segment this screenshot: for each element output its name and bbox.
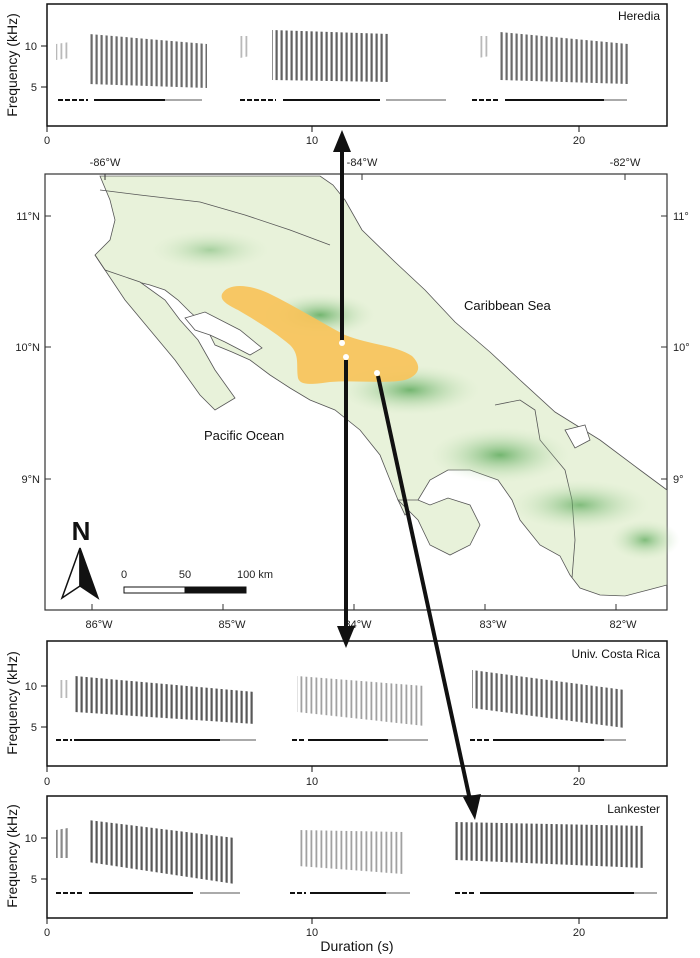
x-tick-label: 0 (44, 135, 50, 147)
osa-peninsula (398, 498, 480, 555)
y-tick-label: 5 (31, 82, 37, 94)
costa-rica-map: -86°W -84°W -82°W (15, 157, 689, 631)
arrow-to-heredia (333, 130, 351, 340)
spectrogram-panel-ucr: Univ. Costa Rica Frequency (kHz) 10 5 0 … (4, 640, 668, 788)
svg-text:N: N (72, 516, 91, 546)
lat-label: 10° (673, 342, 690, 354)
svg-text:100 km: 100 km (237, 569, 273, 581)
species-range (222, 286, 419, 384)
y-tick-label: 5 (31, 722, 37, 734)
lat-label: 9°N (22, 474, 41, 486)
lagoon (565, 425, 590, 448)
spectrogram-trace (58, 670, 625, 728)
x-axis-label: Duration (s) (320, 938, 393, 954)
y-tick-label: 10 (25, 833, 37, 845)
lon-label: -82°W (610, 157, 641, 169)
lon-label: 82°W (609, 619, 637, 631)
pacific-ocean-label: Pacific Ocean (204, 428, 284, 443)
nicaragua-border (100, 190, 330, 245)
x-tick-label: 10 (306, 776, 318, 788)
spectrogram-panel-heredia: Heredia Frequency (kHz) 10 5 0 10 (4, 3, 668, 147)
caribbean-sea-label: Caribbean Sea (464, 298, 551, 313)
lon-label: 83°W (479, 619, 507, 631)
svg-text:50: 50 (179, 569, 191, 581)
y-axis-label: Frequency (kHz) (4, 651, 20, 754)
location-label: Univ. Costa Rica (572, 647, 661, 661)
x-tick-label: 10 (306, 135, 318, 147)
connector-arrows (333, 130, 481, 820)
arrow-to-lankester (376, 375, 481, 820)
site-heredia-dot (339, 340, 345, 346)
lon-label: 86°W (85, 619, 113, 631)
y-tick-label: 5 (31, 874, 37, 886)
svg-text:0: 0 (121, 569, 127, 581)
y-tick-label: 10 (25, 681, 37, 693)
lat-label: 9° (673, 474, 684, 486)
lat-label: 11° (673, 211, 689, 223)
lat-label: 10°N (15, 342, 40, 354)
north-arrow-icon: N (60, 516, 100, 600)
x-tick-label: 20 (573, 135, 585, 147)
spectrogram-trace (56, 820, 645, 884)
nicoya-peninsula (95, 255, 235, 410)
location-label: Lankester (607, 802, 660, 816)
y-axis-label: Frequency (kHz) (4, 13, 20, 116)
location-label: Heredia (618, 9, 660, 23)
spectrogram-panel-lankester: Lankester Frequency (kHz) 10 5 0 10 20 D… (4, 795, 668, 954)
gulf-of-nicoya (185, 312, 262, 355)
arrow-to-ucr (337, 360, 355, 648)
lon-label: 85°W (218, 619, 246, 631)
x-tick-label: 20 (573, 927, 585, 939)
site-ucr-dot (343, 354, 349, 360)
site-lankester-dot (374, 370, 380, 376)
x-tick-label: 0 (44, 776, 50, 788)
scale-bar: 0 50 100 km (121, 569, 273, 594)
x-tick-label: 20 (573, 776, 585, 788)
y-tick-label: 10 (25, 41, 37, 53)
y-axis-label: Frequency (kHz) (4, 804, 20, 907)
lon-label: -84°W (347, 157, 378, 169)
x-tick-label: 0 (44, 927, 50, 939)
x-tick-label: 10 (306, 927, 318, 939)
lon-label: -86°W (90, 157, 121, 169)
lat-label: 11°N (16, 211, 40, 223)
spectrogram-trace (56, 30, 628, 88)
